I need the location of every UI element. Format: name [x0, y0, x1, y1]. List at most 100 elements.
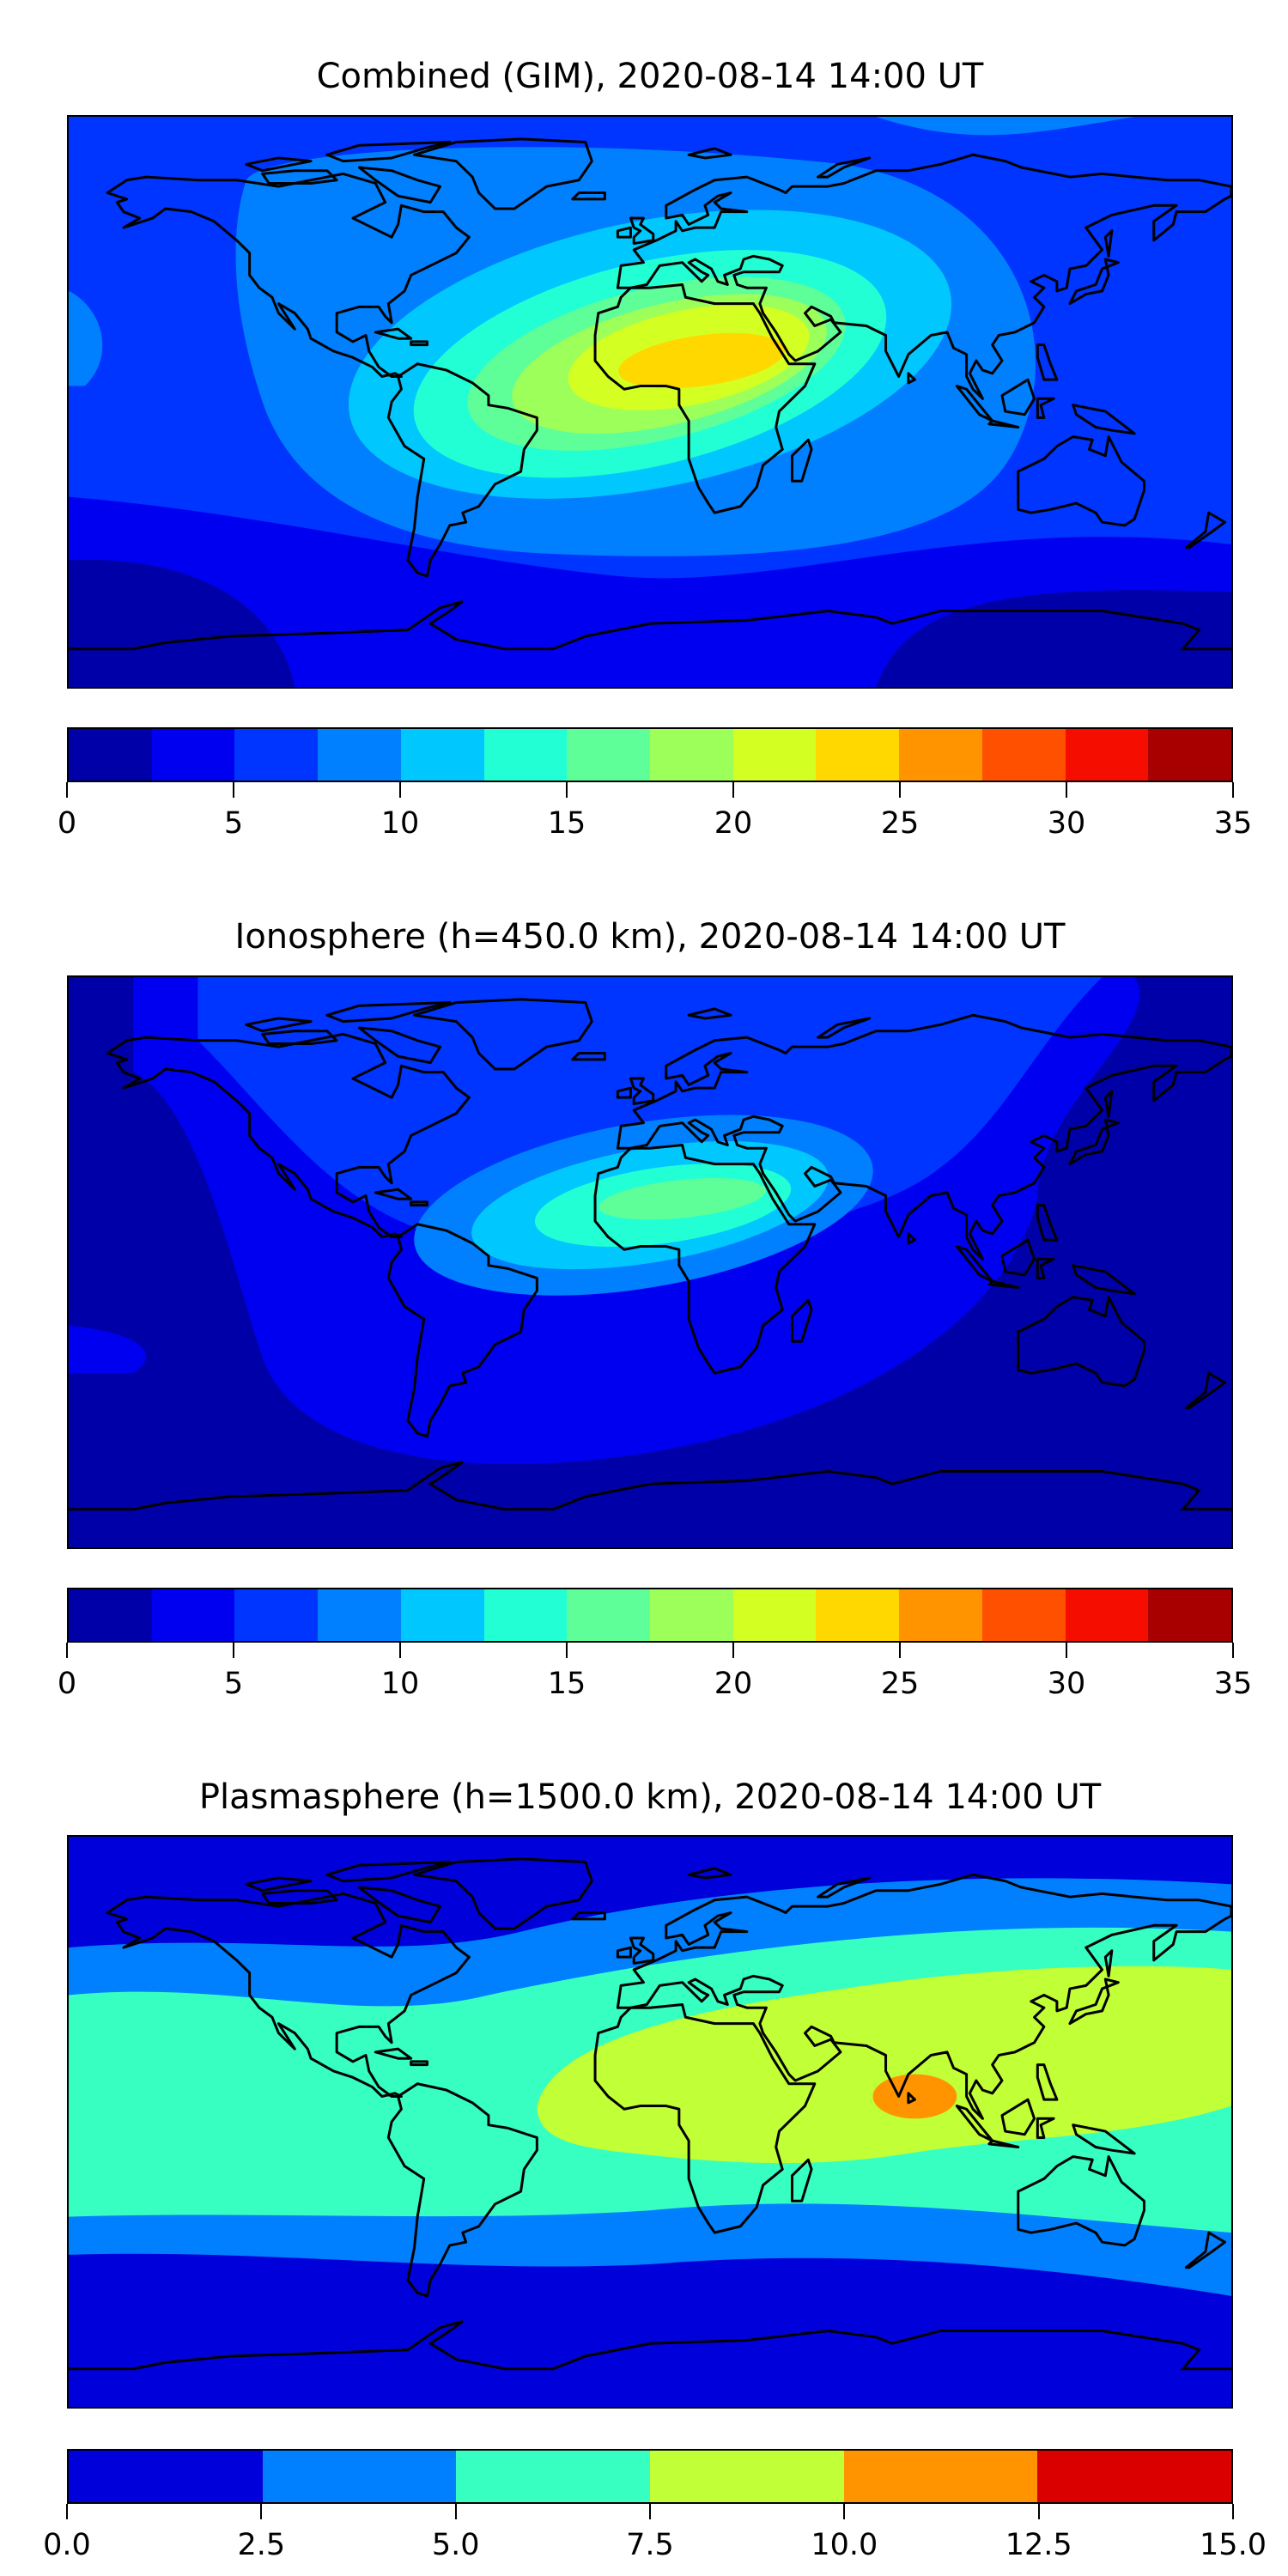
colorbar-tick-label: 7.5 [626, 2528, 674, 2562]
coastline [375, 1189, 410, 1199]
colorbar-segment-10-12.5 [843, 2451, 1038, 2502]
coastline [1105, 1951, 1112, 1977]
colorbar-tick-mark [1066, 782, 1067, 798]
coastline [617, 1088, 630, 1097]
coastline [989, 421, 1018, 427]
coastline [388, 2084, 537, 2296]
colorbar-segment-30-32.5 [1065, 729, 1149, 781]
colorbar-tick-mark [732, 1643, 734, 1658]
colorbar-tick-label: 0.0 [43, 2528, 91, 2562]
contour-7.5-10 [537, 1965, 1231, 2164]
panel-2-colorbar [67, 1588, 1233, 1643]
coastline [411, 342, 428, 345]
coastline [818, 1018, 870, 1037]
colorbar-segment-0-2.5 [69, 1589, 152, 1641]
colorbar-tick-label: 2.5 [237, 2528, 286, 2562]
colorbar-tick-mark [233, 1643, 234, 1658]
coastline [360, 1887, 440, 1923]
colorbar-segment-22.5-25 [816, 729, 900, 781]
colorbar-segment-5-7.5 [234, 1589, 319, 1641]
coastline [327, 1003, 450, 1022]
colorbar-segment-12.5-15 [1037, 2451, 1232, 2502]
coastline [1018, 2157, 1145, 2245]
coastline [327, 143, 450, 161]
colorbar-segment-5-7.5 [234, 729, 319, 781]
colorbar-segment-0-2.5 [69, 2451, 263, 2502]
colorbar-tick-mark [732, 782, 734, 798]
coastline [1037, 2118, 1054, 2137]
colorbar-segment-5-7.5 [456, 2451, 651, 2502]
colorbar-tick-mark [66, 2504, 68, 2519]
colorbar-tick-mark [454, 2504, 457, 2519]
coastline [414, 139, 592, 209]
coastline [411, 2062, 428, 2065]
colorbar-tick-mark [899, 1643, 901, 1658]
coastline [630, 218, 653, 244]
colorbar-tick-label: 0 [57, 806, 77, 841]
coastline [630, 1938, 653, 1964]
coastline [573, 193, 605, 199]
coastline [630, 1078, 653, 1104]
coastline [689, 149, 731, 158]
coastline [818, 1878, 870, 1897]
colorbar-segment-30-32.5 [1065, 1589, 1149, 1641]
colorbar-segment-32.5-35 [1148, 1589, 1232, 1641]
coastline [263, 171, 337, 184]
colorbar-tick-mark [399, 1643, 401, 1658]
coastline [414, 1859, 592, 1929]
colorbar-tick-mark [1232, 1643, 1234, 1658]
colorbar-segment-2.5-5 [262, 2451, 457, 2502]
coastline [388, 1224, 537, 1437]
coastline [617, 1947, 630, 1957]
colorbar-tick-mark [649, 2504, 651, 2519]
coastline [1073, 2125, 1134, 2154]
colorbar-tick-mark [1066, 1643, 1067, 1658]
map-canvas [69, 117, 1231, 687]
coastline [1037, 1259, 1054, 1278]
colorbar-segment-12.5-15 [483, 1589, 568, 1641]
colorbar-segment-27.5-30 [981, 1589, 1066, 1641]
colorbar-tick-label: 5.0 [431, 2528, 480, 2562]
coastline [1186, 1373, 1224, 1408]
colorbar-tick-label: 0 [57, 1667, 77, 1701]
coastline [908, 1234, 915, 1243]
coastline-antarctica [69, 601, 1231, 648]
coastline [375, 2049, 410, 2058]
coastline [1002, 1240, 1035, 1275]
colorbar-tick-label: 30 [1047, 806, 1086, 841]
colorbar-segment-17.5-20 [650, 729, 733, 781]
coastline [989, 2141, 1018, 2147]
colorbar-segment-25-27.5 [899, 729, 982, 781]
coastlines [69, 999, 1231, 1510]
colorbar-segment-17.5-20 [650, 1589, 733, 1641]
colorbar-segment-32.5-35 [1148, 729, 1232, 781]
coastline [792, 1300, 811, 1341]
colorbar-segment-7.5-10 [318, 1589, 401, 1641]
coastline [1037, 398, 1054, 417]
map-canvas [69, 1837, 1231, 2407]
coastline [617, 155, 1231, 398]
contour-7.5-10 [69, 290, 103, 386]
colorbar-tick-mark [260, 2504, 263, 2519]
colorbar-segment-10-12.5 [400, 1589, 484, 1641]
colorbar-segment-7.5-10 [318, 729, 401, 781]
colorbar-tick-mark [1037, 2504, 1040, 2519]
colorbar-tick-mark [1232, 2504, 1234, 2519]
colorbar-segment-7.5-10 [650, 2451, 844, 2502]
coastline [1070, 259, 1118, 304]
coastline [411, 1202, 428, 1206]
colorbar-tick-label: 20 [714, 806, 753, 841]
colorbar-tick-label: 15.0 [1200, 2528, 1267, 2562]
colorbar-tick-label: 5 [223, 806, 244, 841]
panel-2-colorbar-ticks: 0 5 10 15 20 25 30 35 [58, 1643, 1252, 1711]
coastline [1018, 1297, 1145, 1386]
panel-3-title: Plasmasphere (h=1500.0 km), 2020-08-14 1… [198, 1777, 1102, 1817]
coastline [1073, 1266, 1134, 1294]
colorbar-tick-label: 20 [714, 1667, 753, 1701]
coastlines [69, 1859, 1231, 2369]
coastline [818, 158, 870, 177]
colorbar-tick-mark [399, 782, 401, 798]
coastline [360, 1028, 440, 1063]
panel-1-colorbar [67, 727, 1233, 782]
coastline [595, 285, 815, 513]
